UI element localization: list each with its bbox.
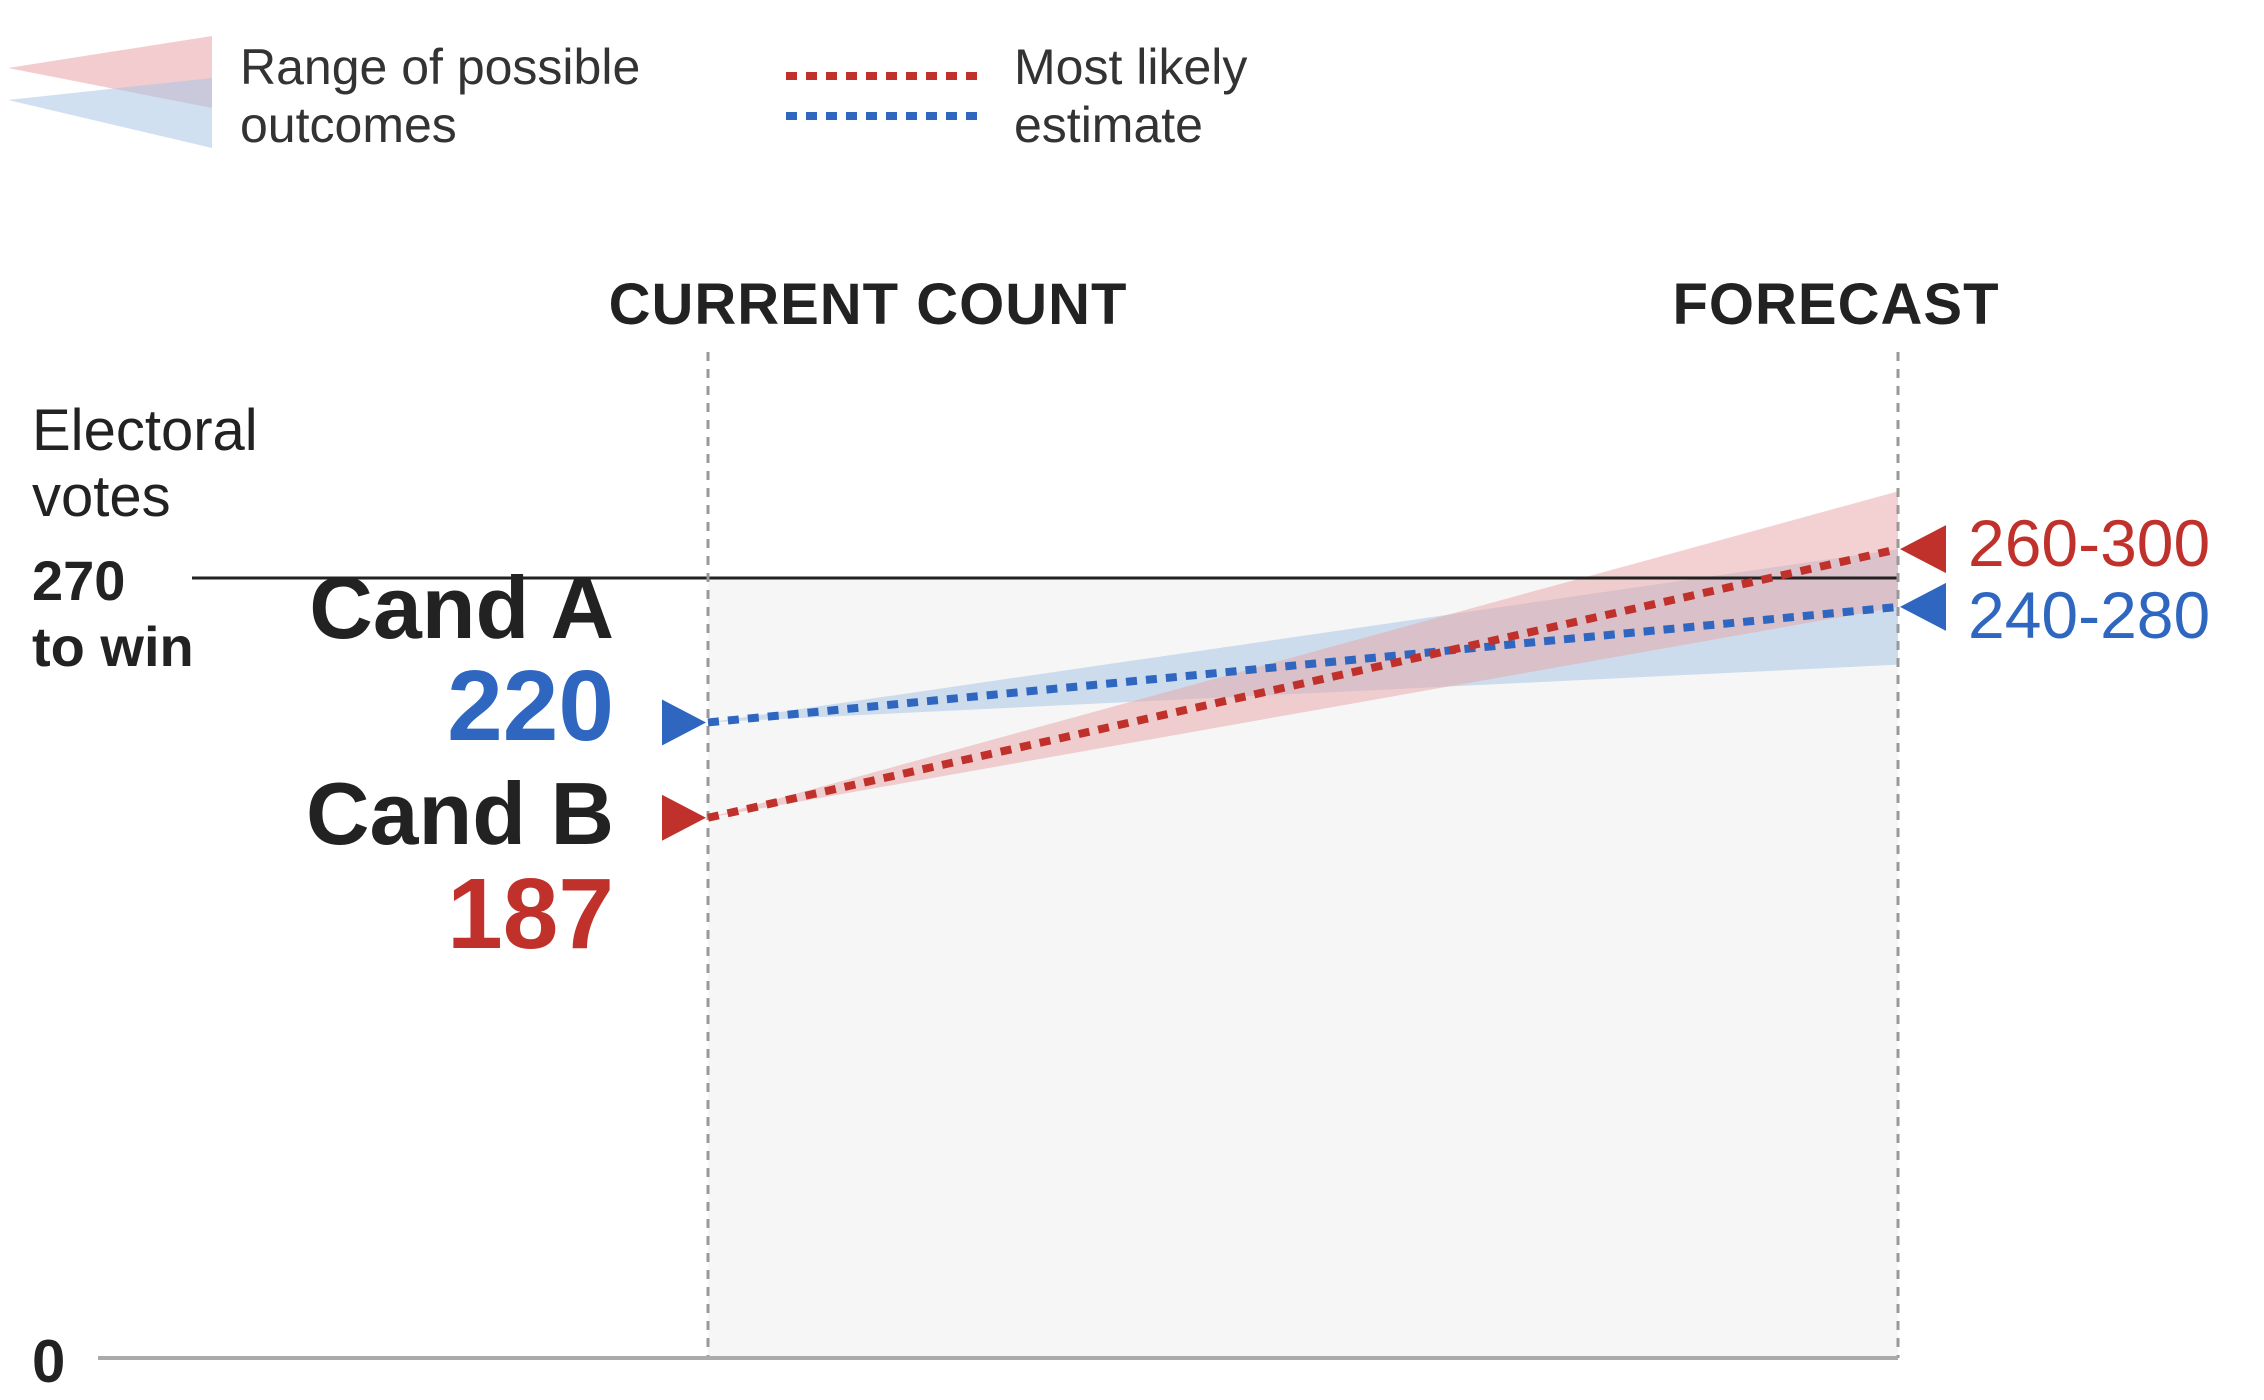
threshold-label-line2: to win (32, 615, 194, 678)
candidate-name-cand-a: Cand A (309, 558, 614, 657)
column-header-current: CURRENT COUNT (609, 272, 1128, 337)
forecast-marker-cand-b (1900, 525, 1946, 574)
legend-blue-wedge (8, 78, 212, 148)
threshold-label-line1: 270 (32, 549, 125, 612)
current-value-cand-b: 187 (447, 858, 614, 970)
range-band-cand-b (708, 491, 1898, 818)
legend-range-label-line2: outcomes (240, 97, 457, 153)
forecast-marker-cand-a (1900, 582, 1946, 631)
candidate-name-cand-b: Cand B (306, 764, 614, 863)
y-axis-title-line2: votes (32, 464, 171, 529)
current-value-cand-a: 220 (447, 650, 614, 762)
forecast-range-label-cand-b: 260-300 (1968, 506, 2210, 580)
legend-range-label-line1: Range of possible (240, 39, 640, 95)
estimate-line-cand-b (707, 545, 1899, 822)
legend-estimate-label-line2: estimate (1014, 97, 1203, 153)
forecast-range-label-cand-a: 240-280 (1968, 578, 2210, 652)
current-marker-cand-a (662, 699, 706, 746)
legend-range-swatch (8, 36, 212, 148)
current-marker-cand-b (662, 794, 706, 841)
y-axis-zero-label: 0 (32, 1328, 65, 1395)
column-header-forecast: FORECAST (1673, 272, 2000, 337)
legend: Range of possible outcomes Most likely e… (8, 36, 1247, 153)
legend-estimate-label-line1: Most likely (1014, 39, 1247, 95)
y-axis-title-line1: Electoral (32, 398, 258, 463)
